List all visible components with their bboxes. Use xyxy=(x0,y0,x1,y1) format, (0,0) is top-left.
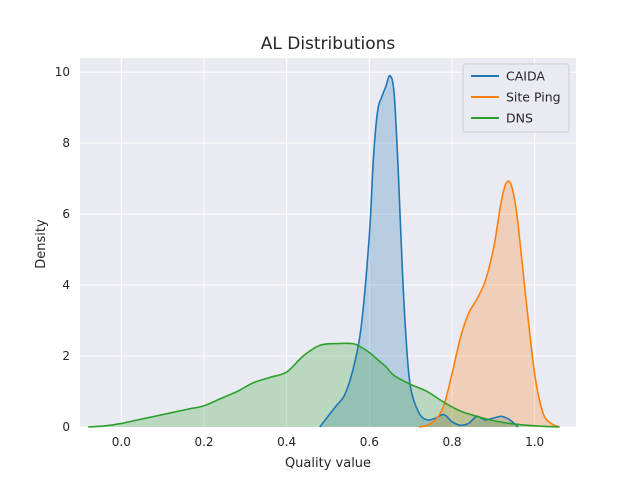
legend-label-caida: CAIDA xyxy=(506,69,545,84)
x-tick-label: 0.6 xyxy=(360,435,379,449)
legend-label-site-ping: Site Ping xyxy=(506,90,561,105)
chart-title: AL Distributions xyxy=(261,34,396,54)
y-tick-label: 4 xyxy=(62,278,70,292)
caida-density-area xyxy=(319,75,519,428)
y-tick-label: 10 xyxy=(55,65,70,79)
legend-box xyxy=(462,63,570,133)
dns-density-area xyxy=(88,343,560,427)
y-axis-label: Density xyxy=(34,219,49,269)
dns-density-line xyxy=(88,342,560,428)
x-tick-label: 1.0 xyxy=(525,435,544,449)
y-tick-label: 0 xyxy=(62,420,70,434)
y-tick-label: 2 xyxy=(62,349,70,363)
x-axis-label: Quality value xyxy=(285,456,371,471)
y-tick-label: 8 xyxy=(62,136,70,150)
x-tick-label: 0.8 xyxy=(442,435,461,449)
x-tick-label: 0.2 xyxy=(194,435,213,449)
x-tick-label: 0.4 xyxy=(277,435,296,449)
legend: CAIDA Site Ping DNS xyxy=(462,63,570,133)
legend-label-dns: DNS xyxy=(506,111,533,126)
y-tick-label: 6 xyxy=(62,207,70,221)
x-tick-label: 0.0 xyxy=(112,435,131,449)
site-ping-density-line xyxy=(418,180,560,428)
